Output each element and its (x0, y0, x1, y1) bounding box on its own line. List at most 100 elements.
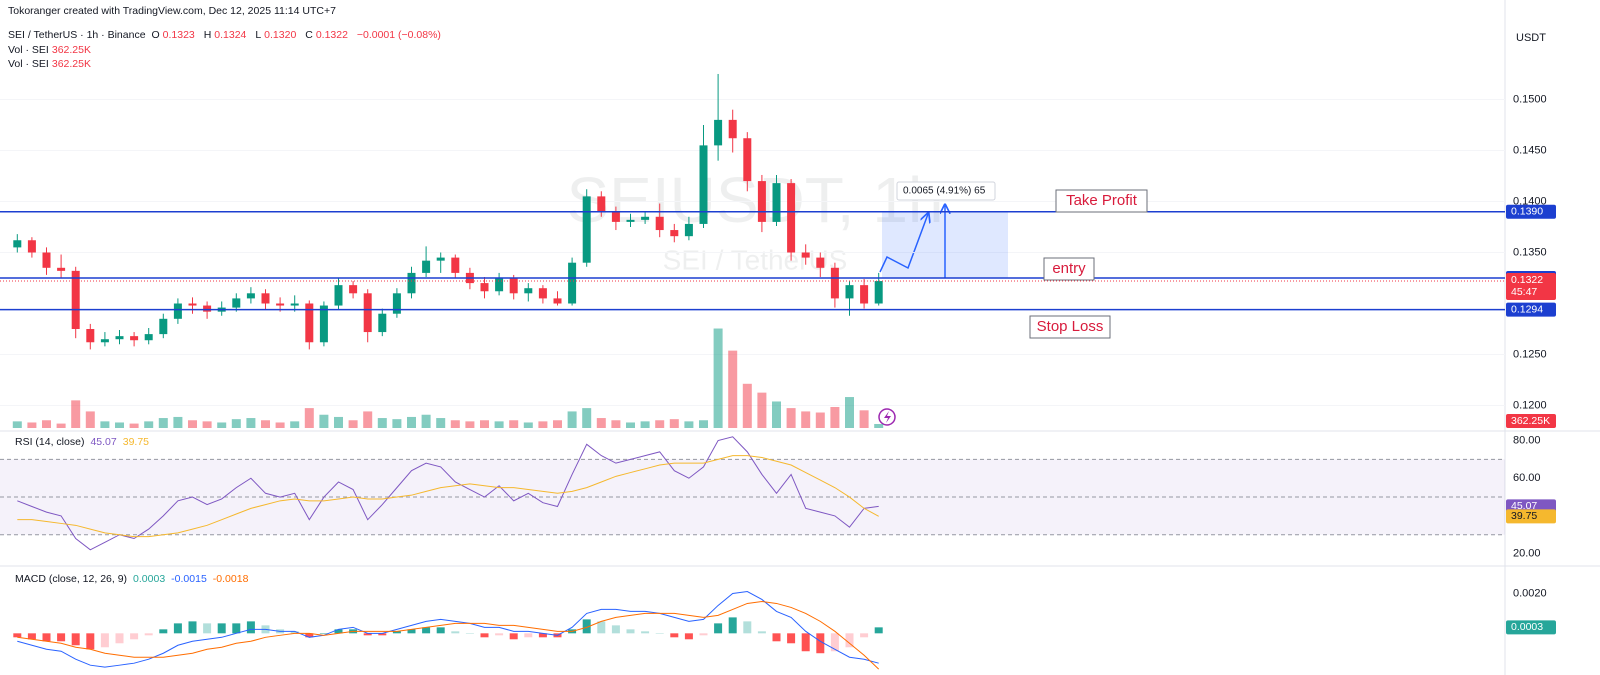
macd-histogram-bar (42, 633, 51, 642)
ohlc-key: O (151, 29, 160, 41)
volume-legend: Vol · SEI 362.25K (8, 44, 94, 56)
macd-histogram-bar (422, 627, 431, 634)
volume-bar (275, 422, 285, 428)
measure-label-bg (896, 181, 996, 201)
candle-body (392, 293, 401, 314)
macd-histogram-bar (816, 633, 825, 654)
macd-histogram-bar (392, 631, 401, 634)
macd-histogram-bar (71, 633, 80, 646)
volume-bar (845, 397, 854, 428)
candle-body (816, 257, 825, 268)
candle-body (407, 272, 416, 294)
macd-histogram-bar (611, 625, 620, 634)
volume-bar (450, 420, 460, 428)
candle-body (246, 293, 255, 299)
candle-body (144, 334, 153, 341)
macd-histogram-bar (100, 633, 109, 648)
change: −0.0001 (−0.08%) (356, 29, 441, 41)
macd-histogram-bar (451, 631, 460, 634)
macd-histogram-bar (407, 629, 416, 634)
pane-title: RSI (14, close) (15, 436, 84, 448)
symbol: SEI / TetherUS · 1h · Binance (8, 29, 146, 41)
candle-body (378, 313, 387, 333)
macd-histogram-bar (582, 619, 591, 634)
candle-body (290, 303, 299, 306)
candle-body (422, 260, 431, 273)
level-badge-bg (1506, 302, 1556, 317)
macd-histogram-bar (495, 633, 504, 636)
macd-line (17, 590, 879, 668)
candle-body (684, 223, 693, 237)
last-price-badge-bg (1506, 273, 1556, 301)
macd-histogram-bar (217, 623, 226, 634)
candle-body (757, 181, 766, 222)
macd-histogram-bar (436, 627, 445, 634)
volume-bar (772, 401, 781, 428)
macd-histogram-bar (144, 633, 153, 636)
macd-histogram-bar (334, 629, 343, 634)
candle-body (801, 252, 810, 258)
candle-body (714, 119, 723, 146)
y-tick-label: 0.1350 (1513, 246, 1547, 258)
volume-bar (611, 420, 621, 428)
candle-body (276, 303, 285, 306)
volume-bar (465, 421, 475, 428)
macd-histogram-bar (232, 623, 241, 634)
macd-histogram-bar (509, 633, 518, 640)
macd-histogram-bar (115, 633, 124, 644)
ohlc-key: L (255, 29, 262, 41)
candle-body (787, 183, 796, 253)
volume-bar (42, 420, 51, 428)
level-label-box (1029, 315, 1111, 339)
level-badge: 0.1390 (1511, 205, 1543, 217)
candle-body (509, 277, 518, 294)
macd-histogram-bar (290, 631, 299, 634)
ohlc-value: 0.1322 (315, 29, 348, 41)
volume-bar (553, 420, 562, 428)
volume-bar (538, 421, 548, 428)
volume-bar (742, 383, 752, 428)
macd-histogram-bar (13, 633, 22, 638)
candle-body (568, 262, 577, 304)
volume-bar (158, 418, 168, 428)
y-tick-label: 60.00 (1513, 472, 1541, 484)
volume-bar (334, 416, 343, 428)
macd-histogram-bar (699, 633, 708, 636)
value-badge-bg (1506, 620, 1556, 635)
volume-bar (567, 411, 577, 428)
volume-bar (640, 421, 650, 428)
level-label-box (1055, 189, 1148, 213)
volume-bar (363, 411, 373, 428)
candle-body (772, 183, 781, 222)
legend-value: 39.75 (123, 436, 149, 448)
volume-bar (713, 328, 723, 428)
projection-arrow (879, 214, 928, 273)
macd-histogram-bar (684, 633, 693, 640)
volume-bar (12, 421, 22, 428)
volume-bar (830, 407, 840, 428)
volume-bar (56, 423, 66, 428)
macd-histogram-bar (757, 631, 766, 634)
level-label: entry (1052, 260, 1086, 277)
candle-body (845, 285, 854, 299)
candle-body (305, 303, 314, 343)
candle-body (86, 329, 95, 343)
volume-bar (699, 420, 708, 428)
volume-bar (27, 422, 37, 428)
pane-title: MACD (close, 12, 26, 9) (15, 573, 127, 585)
volume-bar (319, 414, 329, 428)
volume-bar (582, 408, 592, 428)
volume-bar (801, 411, 811, 428)
candle-body (670, 230, 679, 237)
volume-bar (786, 408, 796, 428)
volume-bar (596, 418, 606, 428)
macd-histogram-bar (874, 627, 883, 634)
macd-histogram-bar (655, 633, 664, 634)
legend-value: -0.0018 (213, 573, 249, 585)
volume-bar (261, 420, 270, 428)
ohlc-value: 0.1324 (214, 29, 247, 41)
macd-histogram-bar (159, 629, 168, 634)
candle-body (115, 336, 124, 340)
